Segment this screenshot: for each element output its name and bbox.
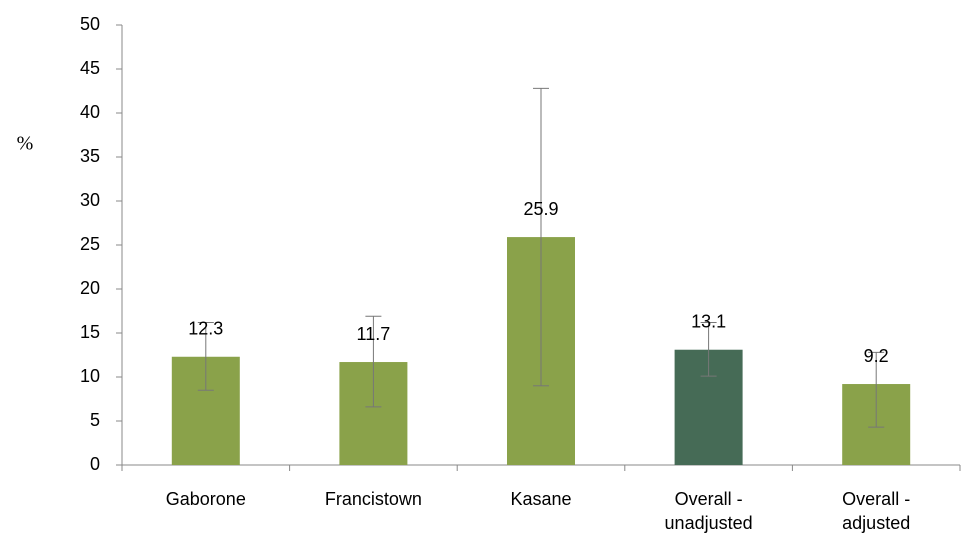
y-tick-label: 10 xyxy=(80,366,100,386)
data-label: 9.2 xyxy=(864,346,889,366)
x-tick-label: Francistown xyxy=(324,489,422,509)
x-tick-label: Overall - unadjusted xyxy=(664,489,753,533)
y-tick-label: 25 xyxy=(80,234,100,254)
data-label: 11.7 xyxy=(357,324,391,344)
y-tick-label: 45 xyxy=(80,58,100,78)
data-label: 25.9 xyxy=(523,199,558,219)
y-tick-label: 35 xyxy=(80,146,100,166)
data-label: 13.1 xyxy=(691,311,726,331)
y-tick-label: 50 xyxy=(80,14,100,34)
x-tick-label: Gaborone xyxy=(165,489,246,509)
y-tick-label: 0 xyxy=(90,454,100,474)
y-tick-label: 20 xyxy=(80,278,100,298)
x-tick-label: Overall - adjusted xyxy=(842,489,911,533)
y-tick-label: 15 xyxy=(80,322,100,342)
y-tick-label: 30 xyxy=(80,190,100,210)
y-tick-label: 40 xyxy=(80,102,100,122)
y-axis-label: % xyxy=(17,133,34,155)
x-tick-label: Kasane xyxy=(510,489,572,509)
y-tick-label: 5 xyxy=(90,410,100,430)
data-label: 12.3 xyxy=(188,319,223,339)
